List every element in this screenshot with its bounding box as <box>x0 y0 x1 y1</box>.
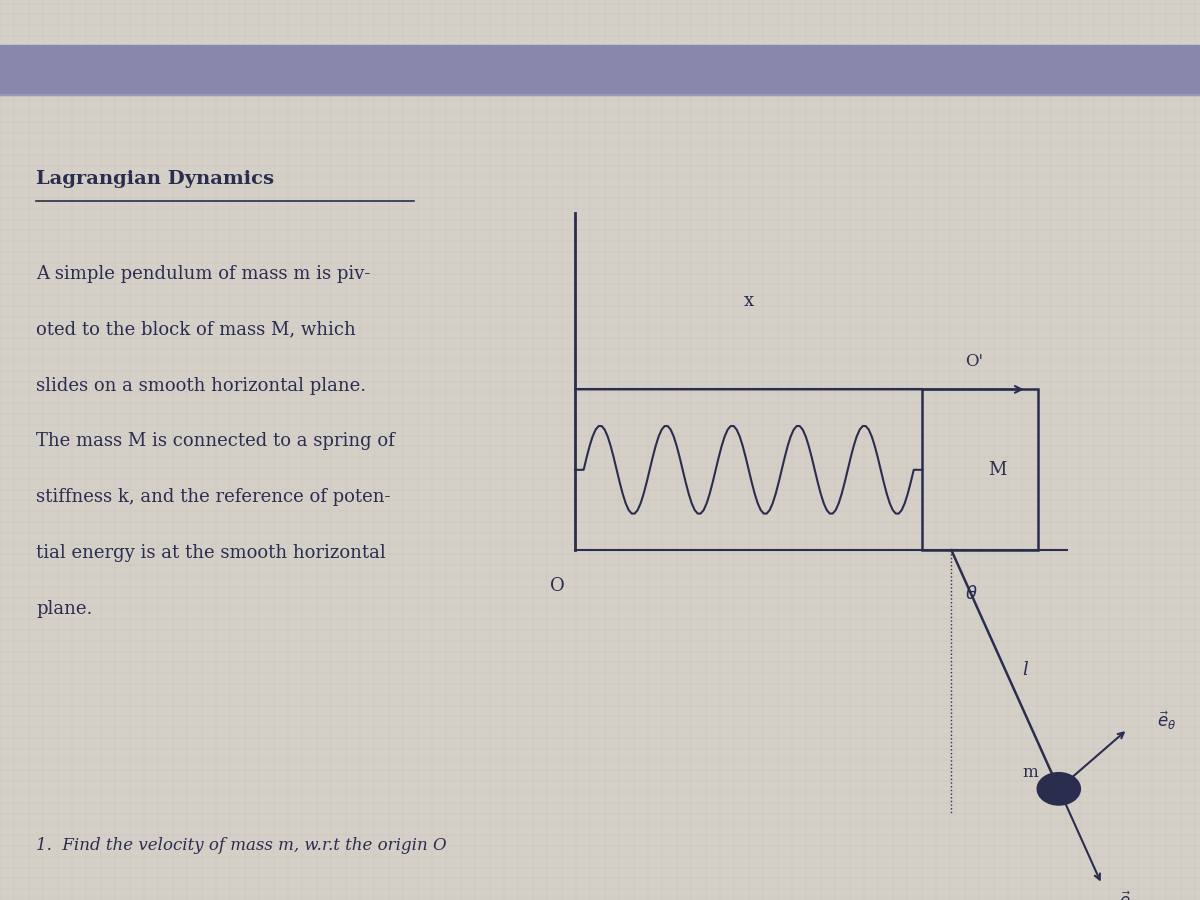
Text: x: x <box>744 292 754 310</box>
Text: $\theta$: $\theta$ <box>965 585 978 603</box>
Text: O: O <box>551 578 565 596</box>
Text: M: M <box>989 461 1007 479</box>
Text: plane.: plane. <box>36 599 92 617</box>
Text: O': O' <box>966 353 984 370</box>
Text: Lagrangian Dynamics: Lagrangian Dynamics <box>36 170 274 188</box>
Text: tial energy is at the smooth horizontal: tial energy is at the smooth horizontal <box>36 544 385 562</box>
Text: stiffness k, and the reference of poten-: stiffness k, and the reference of poten- <box>36 488 390 506</box>
Bar <box>923 390 1038 550</box>
Text: m: m <box>1022 764 1038 781</box>
Text: oted to the block of mass M, which: oted to the block of mass M, which <box>36 320 355 338</box>
Text: $\vec{e}_r$: $\vec{e}_r$ <box>1120 889 1136 900</box>
Text: 1.  Find the velocity of mass m, w.r.t the origin O: 1. Find the velocity of mass m, w.r.t th… <box>36 838 446 854</box>
Text: slides on a smooth horizontal plane.: slides on a smooth horizontal plane. <box>36 376 366 394</box>
Text: A simple pendulum of mass m is piv-: A simple pendulum of mass m is piv- <box>36 265 371 283</box>
Bar <box>0 45 1200 94</box>
Text: The mass M is connected to a spring of: The mass M is connected to a spring of <box>36 432 395 450</box>
Text: l: l <box>1022 661 1028 679</box>
Circle shape <box>1037 772 1080 805</box>
Text: $\vec{e}_\theta$: $\vec{e}_\theta$ <box>1157 710 1176 733</box>
